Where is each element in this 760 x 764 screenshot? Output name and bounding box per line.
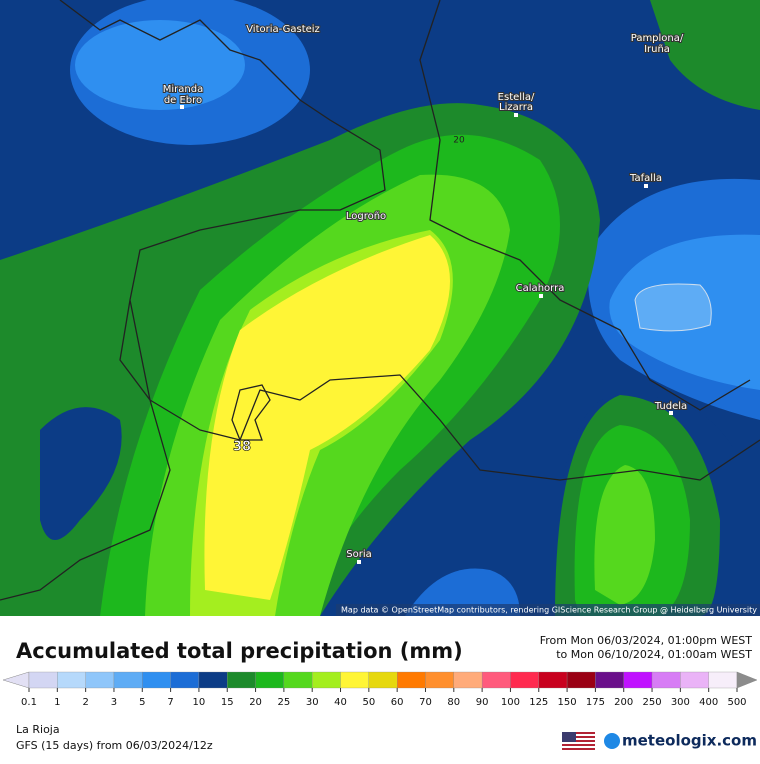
place: Tudela: [654, 401, 687, 412]
legend-label: 175: [586, 697, 605, 708]
legend-label: 1: [54, 697, 60, 708]
legend-label: 25: [278, 697, 291, 708]
legend-label: 125: [529, 697, 548, 708]
legend-label: 150: [558, 697, 577, 708]
legend-label: 60: [391, 697, 404, 708]
max-label: 38: [233, 440, 251, 455]
date-from: From Mon 06/03/2024, 01:00pm WEST: [540, 634, 753, 647]
legend-swatch: [680, 671, 709, 689]
legend-label: 10: [193, 697, 206, 708]
legend-label: 5: [139, 697, 145, 708]
legend-label: 15: [221, 697, 234, 708]
region: La Rioja: [16, 723, 60, 736]
model: GFS (15 days) from 06/03/2024/12z: [16, 739, 213, 752]
contour-label: 20: [453, 136, 465, 146]
legend-label: 200: [614, 697, 633, 708]
legend-label: 20: [249, 697, 262, 708]
place: de Ebro: [164, 95, 202, 106]
legend-arrow: [736, 671, 758, 689]
legend-arrow: [2, 671, 30, 689]
legend-label: 30: [306, 697, 319, 708]
title: Accumulated total precipitation (mm): [16, 639, 463, 663]
legend-label: 500: [727, 697, 746, 708]
legend-swatch: [255, 671, 285, 689]
legend-swatch: [538, 671, 568, 689]
place: Vitoria-Gasteiz: [246, 24, 320, 35]
legend-swatch: [368, 671, 398, 689]
legend-swatch: [397, 671, 426, 689]
legend-label: 80: [447, 697, 460, 708]
legend-swatch: [425, 671, 454, 689]
legend-swatch: [510, 671, 539, 689]
legend-label: 250: [642, 697, 661, 708]
brand: meteologix.com: [622, 732, 757, 750]
date-to: to Mon 06/10/2024, 01:00am WEST: [556, 648, 752, 661]
legend-swatch: [481, 671, 511, 689]
place: Estella/: [498, 92, 535, 103]
legend: 0.1 1 2 3 5 7 10 15 20 25 30 40 50 60 70 80 90 100 125 150 1…: [2, 671, 758, 708]
legend-swatch: [170, 671, 200, 689]
legend-label: 400: [699, 697, 718, 708]
legend-swatch: [283, 671, 313, 689]
place: Soria: [346, 549, 371, 560]
legend-swatch: [28, 671, 58, 689]
legend-swatch: [312, 671, 341, 689]
flag: [562, 732, 595, 750]
legend-swatch: [340, 671, 369, 689]
legend-swatch: [453, 671, 483, 689]
legend-swatch: [708, 671, 738, 689]
legend-label: 300: [671, 697, 690, 708]
legend-swatch: [57, 671, 86, 689]
legend-swatch: [142, 671, 171, 689]
legend-swatch: [85, 671, 115, 689]
place: Calahorra: [516, 283, 565, 294]
legend-swatch: [198, 671, 228, 689]
place: Lizarra: [499, 102, 533, 113]
legend-label: 2: [82, 697, 88, 708]
legend-swatch: [566, 671, 596, 689]
legend-swatch: [227, 671, 256, 689]
legend-label: 40: [334, 697, 347, 708]
place: Logroño: [346, 211, 386, 222]
legend-label: 70: [419, 697, 432, 708]
logo-icon: [604, 733, 620, 749]
legend-label: 100: [501, 697, 520, 708]
legend-label: 90: [476, 697, 489, 708]
legend-swatch: [623, 671, 653, 689]
map: [0, 0, 760, 616]
legend-label: 50: [362, 697, 375, 708]
legend-swatch: [595, 671, 624, 689]
legend-label: 0.1: [21, 697, 37, 708]
legend-label: 7: [167, 697, 173, 708]
legend-label: 3: [111, 697, 117, 708]
place: Tafalla: [629, 173, 662, 184]
place: Miranda: [163, 84, 203, 95]
place: Iruña: [644, 44, 670, 55]
place: Pamplona/: [631, 33, 684, 44]
legend-swatch: [651, 671, 681, 689]
place-labels: Vitoria-Gasteiz Pamplona/ Iruña Miranda …: [162, 23, 760, 616]
legend-swatch: [113, 671, 143, 689]
attribution: Map data © OpenStreetMap contributors, r…: [341, 606, 757, 615]
